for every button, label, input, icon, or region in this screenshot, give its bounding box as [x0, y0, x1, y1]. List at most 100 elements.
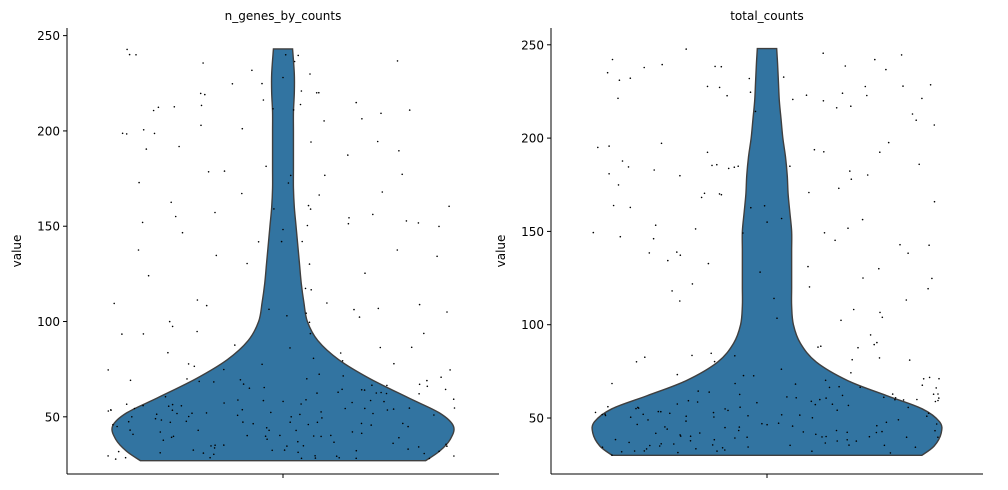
data-point — [850, 372, 852, 374]
data-point — [894, 398, 896, 401]
data-point — [660, 443, 662, 445]
data-point — [410, 346, 413, 349]
data-point — [679, 174, 681, 177]
data-point — [733, 166, 736, 168]
data-point — [142, 333, 145, 335]
data-point — [679, 435, 682, 437]
data-point — [401, 173, 404, 176]
data-point — [629, 416, 632, 419]
data-point — [922, 378, 925, 380]
data-point — [351, 431, 354, 433]
data-point — [337, 391, 339, 394]
data-point — [934, 429, 936, 432]
data-point — [612, 204, 615, 207]
data-point — [724, 449, 726, 451]
data-point — [761, 422, 763, 425]
y-tick-label: 100 — [521, 318, 544, 332]
data-point — [808, 191, 810, 194]
data-point — [720, 193, 723, 196]
data-point — [348, 217, 350, 219]
data-point — [279, 434, 281, 437]
data-point — [361, 118, 363, 120]
data-point — [266, 438, 268, 441]
data-point — [263, 386, 266, 389]
data-point — [171, 403, 174, 406]
data-point — [789, 444, 791, 447]
data-point — [426, 385, 429, 388]
data-point — [628, 441, 630, 444]
data-point — [794, 383, 797, 385]
data-point — [168, 320, 171, 323]
data-point — [928, 244, 930, 246]
data-point — [879, 151, 881, 153]
data-point — [763, 205, 766, 207]
data-point — [934, 400, 937, 403]
y-axis-label: value — [10, 235, 24, 268]
data-point — [135, 54, 137, 56]
data-point — [902, 85, 904, 87]
data-point — [418, 383, 421, 386]
data-point — [213, 447, 216, 449]
data-point — [308, 263, 311, 265]
data-point — [805, 94, 808, 96]
data-point — [315, 92, 318, 94]
data-point — [813, 148, 816, 151]
data-point — [737, 165, 739, 167]
data-point — [835, 429, 838, 432]
y-tick-label: 200 — [521, 132, 544, 146]
data-point — [154, 417, 157, 420]
data-point — [687, 399, 690, 402]
y-tick-label: 250 — [521, 38, 544, 52]
data-point — [671, 290, 673, 292]
data-point — [937, 399, 939, 402]
data-point — [376, 140, 379, 143]
data-point — [192, 449, 195, 451]
data-point — [145, 148, 148, 150]
data-point — [931, 277, 933, 280]
data-point — [396, 249, 399, 251]
data-point — [885, 68, 887, 71]
data-point — [848, 444, 850, 446]
y-tick-label: 150 — [521, 225, 544, 239]
data-point — [398, 436, 400, 439]
data-point — [618, 79, 621, 81]
data-point — [619, 235, 622, 238]
data-point — [265, 427, 268, 429]
data-point — [127, 420, 130, 423]
data-point — [312, 357, 315, 360]
data-point — [187, 363, 190, 365]
data-point — [707, 262, 710, 265]
data-point — [643, 450, 646, 452]
y-tick-label: 50 — [529, 412, 544, 426]
data-point — [204, 93, 206, 96]
data-point — [689, 440, 692, 442]
data-point — [385, 392, 388, 395]
data-point — [167, 405, 170, 408]
data-point — [445, 443, 447, 446]
data-point — [417, 446, 420, 448]
data-point — [718, 193, 721, 195]
data-point — [847, 404, 850, 407]
data-point — [881, 430, 883, 433]
data-point — [287, 182, 290, 184]
data-point — [446, 445, 448, 448]
data-point — [159, 452, 161, 454]
data-point — [879, 311, 881, 314]
data-point — [823, 232, 826, 234]
data-point — [679, 300, 681, 302]
data-point — [215, 254, 218, 257]
data-point — [142, 404, 144, 407]
data-point — [309, 332, 312, 335]
data-point — [381, 191, 384, 193]
data-point — [643, 66, 645, 69]
data-point — [282, 228, 284, 231]
data-point — [802, 431, 805, 433]
data-point — [360, 422, 363, 425]
data-point — [825, 435, 827, 438]
data-point — [644, 356, 646, 359]
data-point — [448, 205, 450, 208]
data-point — [814, 403, 817, 406]
data-point — [694, 228, 697, 230]
data-point — [305, 399, 307, 401]
